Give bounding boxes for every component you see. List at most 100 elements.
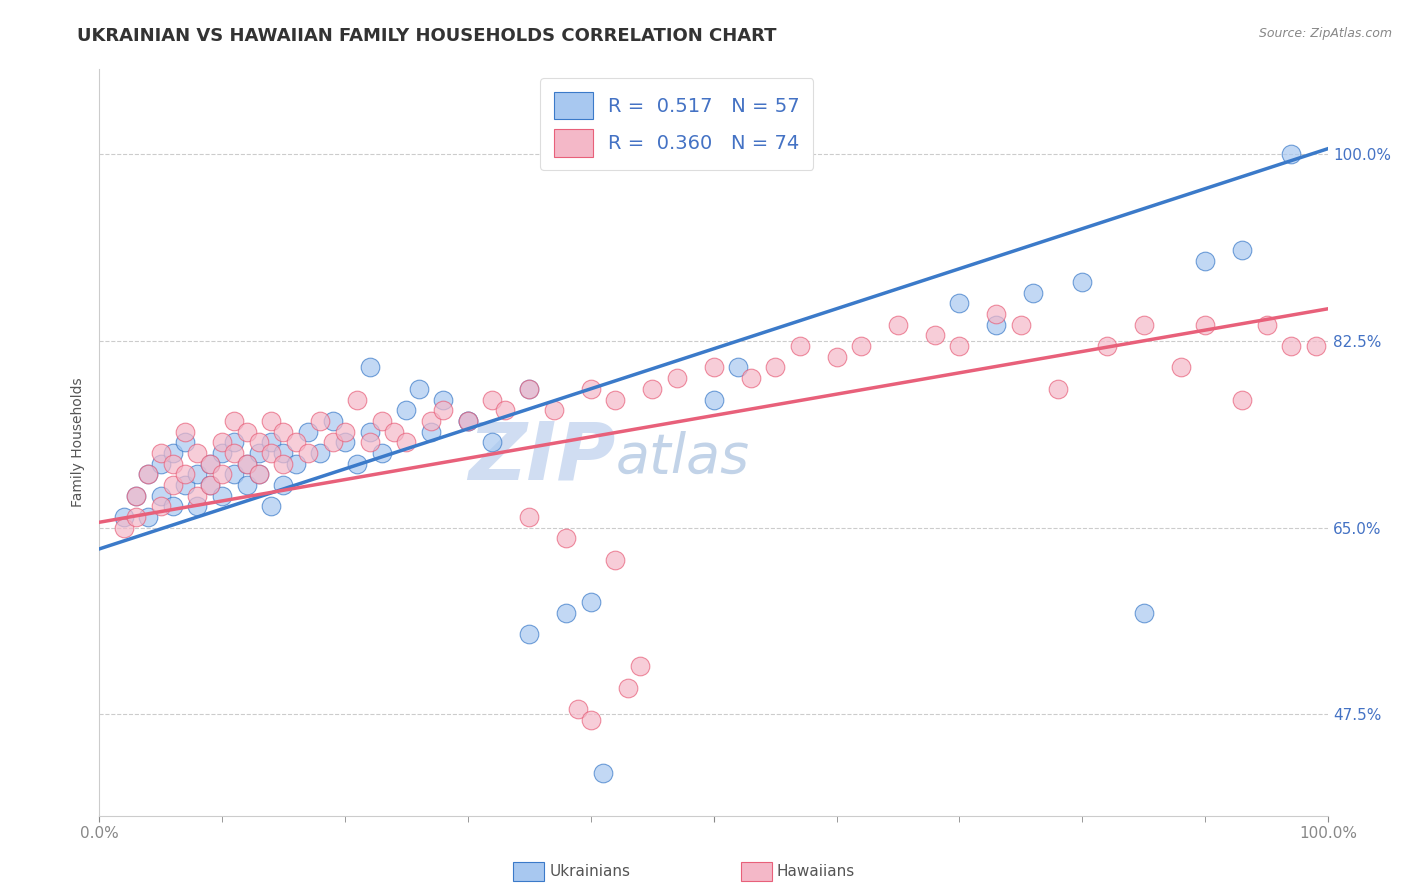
Point	[517, 382, 540, 396]
Point	[948, 339, 970, 353]
Point	[273, 457, 295, 471]
Point	[174, 425, 197, 439]
Point	[297, 446, 319, 460]
Point	[789, 339, 811, 353]
Text: ZIP: ZIP	[468, 418, 616, 496]
Point	[555, 606, 578, 620]
Point	[359, 425, 381, 439]
Point	[1046, 382, 1069, 396]
Point	[763, 360, 786, 375]
Point	[703, 392, 725, 407]
Point	[162, 478, 184, 492]
Point	[125, 489, 148, 503]
Point	[149, 446, 172, 460]
Point	[579, 595, 602, 609]
Point	[322, 435, 344, 450]
Point	[149, 500, 172, 514]
Point	[727, 360, 749, 375]
Point	[149, 489, 172, 503]
Point	[162, 500, 184, 514]
Point	[186, 500, 208, 514]
Point	[494, 403, 516, 417]
Point	[235, 457, 257, 471]
Point	[174, 435, 197, 450]
Point	[1279, 339, 1302, 353]
Point	[517, 510, 540, 524]
Point	[174, 467, 197, 482]
Point	[309, 446, 332, 460]
Point	[1170, 360, 1192, 375]
Point	[247, 467, 270, 482]
Point	[112, 521, 135, 535]
Point	[395, 435, 418, 450]
Point	[359, 360, 381, 375]
Point	[162, 446, 184, 460]
Point	[1071, 275, 1094, 289]
Point	[1133, 606, 1156, 620]
Point	[641, 382, 664, 396]
Point	[333, 435, 356, 450]
Point	[273, 478, 295, 492]
Point	[1133, 318, 1156, 332]
Point	[1279, 147, 1302, 161]
Point	[247, 446, 270, 460]
Point	[260, 414, 283, 428]
Point	[211, 489, 233, 503]
Point	[457, 414, 479, 428]
Point	[457, 414, 479, 428]
Point	[567, 702, 589, 716]
Point	[420, 414, 443, 428]
Point	[136, 467, 159, 482]
Text: atlas: atlas	[616, 431, 749, 483]
Point	[740, 371, 762, 385]
Point	[235, 457, 257, 471]
Point	[628, 659, 651, 673]
Point	[948, 296, 970, 310]
Point	[125, 489, 148, 503]
Point	[457, 414, 479, 428]
Point	[665, 371, 688, 385]
Point	[1230, 243, 1253, 257]
Point	[986, 307, 1008, 321]
Point	[517, 382, 540, 396]
Point	[1194, 253, 1216, 268]
Point	[605, 552, 627, 566]
Point	[297, 425, 319, 439]
Point	[1305, 339, 1327, 353]
Point	[371, 414, 394, 428]
Point	[284, 457, 307, 471]
Point	[273, 446, 295, 460]
Point	[481, 392, 503, 407]
Point	[186, 489, 208, 503]
Point	[371, 446, 394, 460]
Point	[235, 425, 257, 439]
Point	[887, 318, 910, 332]
Point	[517, 627, 540, 641]
Point	[1194, 318, 1216, 332]
Point	[579, 713, 602, 727]
Point	[359, 435, 381, 450]
Point	[395, 403, 418, 417]
Text: Source: ZipAtlas.com: Source: ZipAtlas.com	[1258, 27, 1392, 40]
Point	[924, 328, 946, 343]
Point	[174, 478, 197, 492]
Point	[198, 457, 221, 471]
Point	[579, 382, 602, 396]
Point	[224, 414, 246, 428]
Point	[186, 446, 208, 460]
Text: Ukrainians: Ukrainians	[550, 863, 631, 879]
Point	[125, 510, 148, 524]
Point	[224, 467, 246, 482]
Point	[224, 435, 246, 450]
Text: UKRAINIAN VS HAWAIIAN FAMILY HOUSEHOLDS CORRELATION CHART: UKRAINIAN VS HAWAIIAN FAMILY HOUSEHOLDS …	[77, 27, 778, 45]
Point	[112, 510, 135, 524]
Point	[1022, 285, 1045, 300]
Point	[211, 467, 233, 482]
Point	[432, 403, 454, 417]
Point	[198, 478, 221, 492]
Point	[260, 446, 283, 460]
Point	[211, 446, 233, 460]
Point	[198, 457, 221, 471]
Point	[136, 510, 159, 524]
Point	[322, 414, 344, 428]
